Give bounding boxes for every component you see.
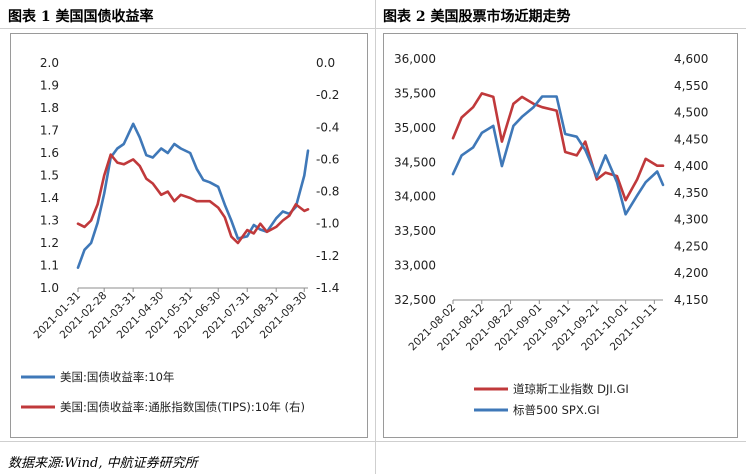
- series-line-2: [76, 153, 310, 245]
- y-left-tick-label: 1.7: [40, 124, 59, 138]
- y-right-tick-label: 0.0: [316, 56, 335, 70]
- right-chart-panel: 32,500 33,000 33,500 34,000 34,500 35,000 35,5…: [383, 33, 738, 438]
- y-left-tick-label: 1.3: [40, 214, 59, 228]
- y-right-tick-label: -0.8: [316, 185, 339, 199]
- series-line-1: [76, 122, 310, 269]
- y-right-tick-label: 4,350: [674, 186, 708, 200]
- series-line-2: [451, 95, 665, 216]
- source-divider: [0, 441, 746, 442]
- y-left-tick-label: 34,500: [394, 155, 436, 169]
- y-right-tick-label: 4,150: [674, 293, 708, 307]
- y-left-tick-label: 32,500: [394, 293, 436, 307]
- y-right-tick-label: 4,500: [674, 106, 708, 120]
- y-right-tick-label: -0.4: [316, 120, 339, 134]
- us-stock-market-chart: 32,500 33,000 33,500 34,000 34,500 35,000 35,5…: [394, 52, 708, 417]
- y-left-tick-label: 35,500: [394, 86, 436, 100]
- y-left-tick-label: 33,500: [394, 224, 436, 238]
- y-left-tick-label: 1.4: [40, 191, 59, 205]
- y-right-tick-label: 4,200: [674, 266, 708, 280]
- y-left-tick-label: 36,000: [394, 52, 436, 66]
- y-right-tick-label: 4,600: [674, 52, 708, 66]
- y-right-tick-label: 4,450: [674, 132, 708, 146]
- y-right-tick-label: 4,300: [674, 213, 708, 227]
- y-left-tick-label: 1.2: [40, 236, 59, 250]
- treasury-yield-chart: 1.0 1.1 1.2 1.3 1.4 1.5 1.6 1.7 1.8 1.9 2.0 -1.4 -1.…: [21, 56, 339, 414]
- panel-divider: [375, 0, 376, 474]
- legend-label-1: 美国:国债收益率:10年: [60, 370, 174, 384]
- y-right-tick-label: 4,550: [674, 79, 708, 93]
- y-left-tick-label: 33,000: [394, 259, 436, 273]
- y-right-tick-label: -1.0: [316, 217, 339, 231]
- y-right-tick-label: -1.2: [316, 249, 339, 263]
- legend-label-2: 美国:国债收益率:通胀指数国债(TIPS):10年 (右): [60, 400, 305, 414]
- y-right-tick-label: 4,250: [674, 239, 708, 253]
- legend-label-1: 道琼斯工业指数 DJI.GI: [513, 382, 629, 396]
- left-chart-title: 图表 1 美国国债收益率: [8, 9, 154, 25]
- y-left-tick-label: 1.8: [40, 101, 59, 115]
- y-right-tick-label: -0.2: [316, 88, 339, 102]
- y-right-tick-label: -1.4: [316, 281, 339, 295]
- left-chart-panel: 1.0 1.1 1.2 1.3 1.4 1.5 1.6 1.7 1.8 1.9 2.0 -1.4 -1.…: [10, 33, 368, 438]
- y-right-tick-label: -0.6: [316, 152, 339, 166]
- y-left-tick-label: 1.9: [40, 79, 59, 93]
- data-source-note: 数据来源:Wind, 中航证券研究所: [8, 456, 198, 471]
- y-left-tick-label: 1.5: [40, 169, 59, 183]
- y-left-tick-label: 1.1: [40, 259, 59, 273]
- series-line-1: [451, 92, 665, 202]
- title-divider: [0, 28, 746, 29]
- y-right-tick-label: 4,400: [674, 159, 708, 173]
- y-left-tick-label: 2.0: [40, 56, 59, 70]
- y-left-tick-label: 34,000: [394, 190, 436, 204]
- legend-label-2: 标普500 SPX.GI: [513, 403, 600, 417]
- y-left-tick-label: 35,000: [394, 121, 436, 135]
- y-left-tick-label: 1.0: [40, 281, 59, 295]
- y-left-tick-label: 1.6: [40, 146, 59, 160]
- right-chart-title: 图表 2 美国股票市场近期走势: [383, 9, 571, 25]
